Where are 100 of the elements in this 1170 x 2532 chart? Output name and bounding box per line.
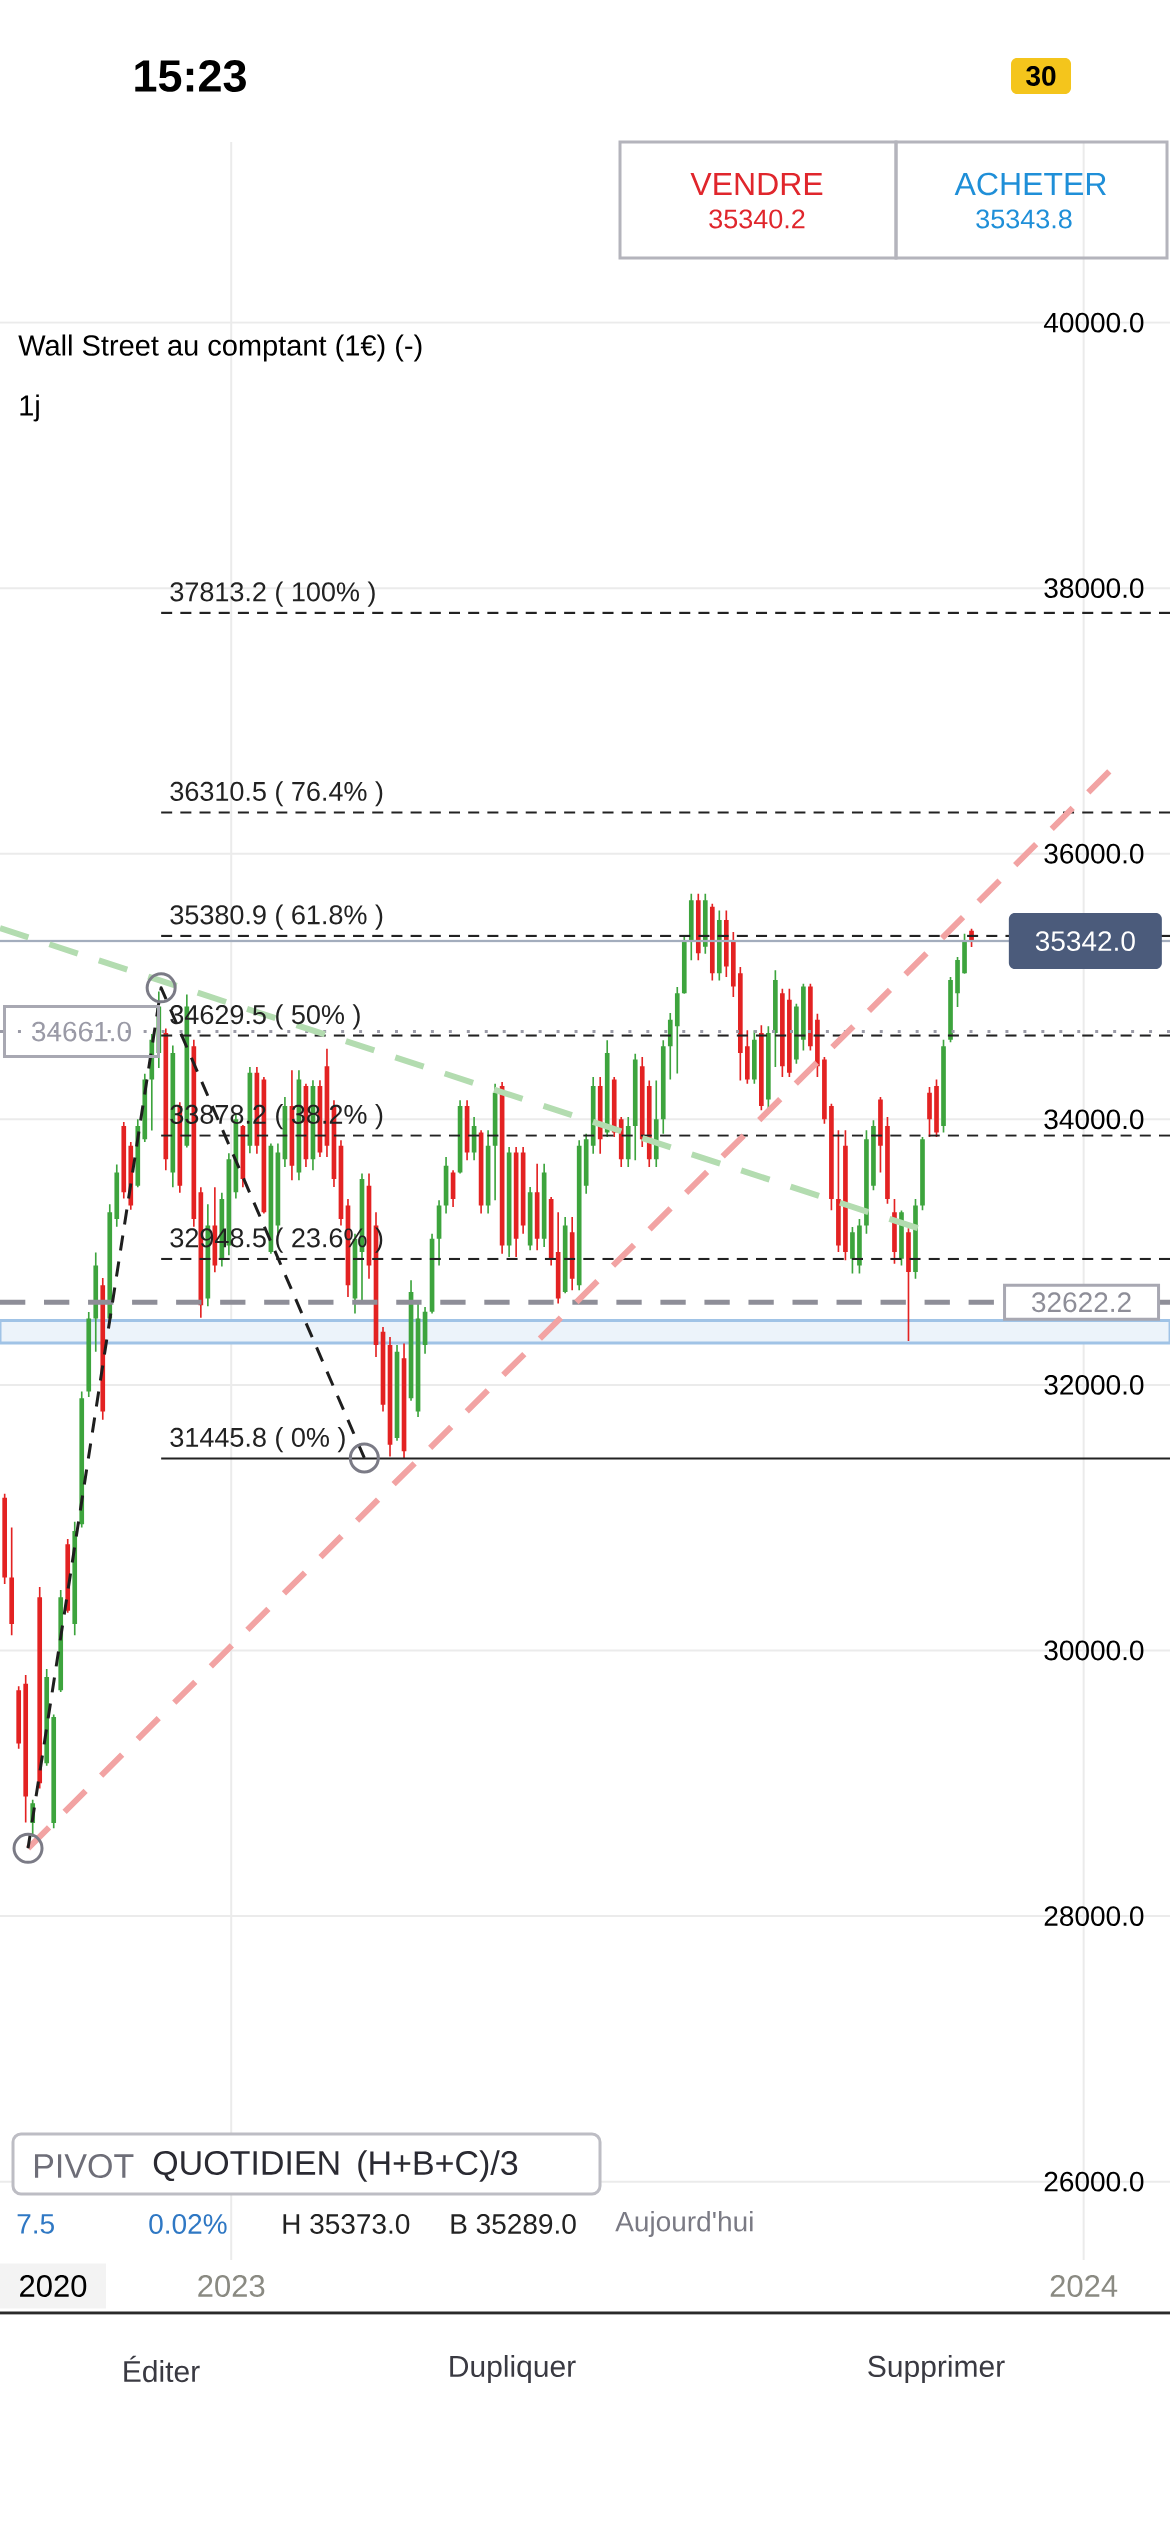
candlestick — [618, 1117, 624, 1167]
annotation: (H+B+C)/3 — [358, 2150, 518, 2182]
candlestick — [114, 1164, 120, 1227]
candlestick — [163, 1028, 169, 1171]
annotation: B 35289.0 — [451, 2214, 576, 2234]
candlestick — [794, 1003, 799, 1064]
y-tick-label: 38000.0 — [1044, 578, 1144, 599]
ref-line-label: 35380.9 ( 61.8% ) — [170, 904, 383, 930]
candlestick — [422, 1306, 428, 1354]
candlestick — [808, 983, 813, 1051]
candlestick — [920, 1136, 925, 1211]
candlestick — [773, 970, 778, 1067]
candlestick — [51, 1714, 57, 1829]
text: Éditer — [124, 2355, 200, 2383]
annotation: ACHETER — [954, 172, 1106, 196]
candlestick — [815, 1013, 820, 1077]
candlestick — [850, 1227, 855, 1274]
candlestick — [450, 1170, 456, 1207]
text: 2020 — [20, 2275, 87, 2297]
annotation: Aujourd'hui — [615, 2210, 753, 2238]
candlestick — [737, 966, 743, 1081]
candlestick — [667, 1013, 673, 1080]
text: Wall Street au comptant (1€) (-) — [18, 334, 422, 362]
candlestick — [646, 1080, 652, 1167]
candlestick — [885, 1117, 890, 1204]
candlestick — [871, 1120, 876, 1191]
candlestick — [688, 893, 694, 961]
text: 1j — [20, 394, 39, 422]
ref-line-label: 32622.2 — [1032, 1292, 1131, 1313]
candlestick — [745, 1030, 750, 1084]
annotation: H 35373.0 — [283, 2214, 410, 2234]
candlestick — [93, 1252, 99, 1352]
candlestick — [625, 1117, 631, 1167]
candlestick — [752, 1030, 757, 1084]
candlestick — [702, 893, 708, 954]
candlestick — [695, 893, 701, 961]
candlestick — [590, 1077, 596, 1154]
candlestick — [2, 1493, 8, 1585]
candlestick — [709, 903, 715, 981]
text: Dupliquer — [450, 2355, 576, 2383]
text: 30 — [1026, 66, 1056, 86]
ref-line-label: 34661.0 — [31, 1021, 131, 1042]
y-tick-label: 40000.0 — [1043, 312, 1144, 333]
ref-line-label: 37813.2 ( 100% ) — [170, 581, 375, 607]
candlestick — [787, 988, 792, 1077]
candlestick — [660, 1040, 666, 1134]
candlestick — [562, 1217, 568, 1294]
candlestick — [843, 1130, 848, 1261]
annotation: QUOTIDIEN — [153, 2150, 339, 2182]
y-tick-label: 34000.0 — [1044, 1109, 1144, 1130]
candlestick — [864, 1130, 869, 1234]
candlestick — [576, 1140, 582, 1291]
candlestick — [780, 988, 785, 1077]
annotation: VENDRE — [690, 172, 823, 195]
candlestick — [632, 1053, 638, 1161]
candlestick — [801, 983, 806, 1051]
candlestick — [23, 1674, 29, 1823]
candlestick — [604, 1040, 610, 1137]
y-tick-label: 28000.0 — [1044, 1906, 1144, 1926]
candlestick — [759, 1025, 764, 1111]
text: Supprimer — [868, 2355, 1005, 2383]
ref-line-label: 35342.0 — [1035, 931, 1135, 952]
candlestick — [730, 932, 736, 998]
ref-line-label: 36310.5 ( 76.4% ) — [170, 781, 383, 807]
candlestick — [829, 1103, 834, 1211]
candlestick — [121, 1121, 127, 1199]
candlestick — [16, 1686, 22, 1749]
candlestick — [822, 1057, 827, 1124]
candlestick — [927, 1087, 932, 1137]
annotation: 35343.8 — [976, 209, 1072, 229]
candlestick — [534, 1163, 540, 1251]
ref-line-label: 31445.8 ( 0% ) — [170, 1427, 345, 1453]
candlestick — [674, 987, 680, 1074]
candlestick — [86, 1311, 92, 1398]
candlestick — [857, 1218, 862, 1274]
candlestick — [569, 1217, 575, 1291]
candlestick — [681, 935, 687, 994]
candlestick — [79, 1391, 85, 1528]
candlestick — [723, 910, 729, 978]
text: 15:23 — [135, 60, 246, 92]
candlestick — [962, 933, 967, 974]
y-tick-label: 36000.0 — [1044, 843, 1144, 864]
y-tick-label: 26000.0 — [1044, 2171, 1144, 2192]
candlestick — [878, 1097, 883, 1173]
annotation: 7.5 — [17, 2214, 54, 2234]
x-tick-label: 2023 — [198, 2275, 265, 2297]
candlestick — [436, 1200, 442, 1266]
annotation: 0.02% — [149, 2214, 227, 2234]
candlestick — [639, 1057, 645, 1148]
y-tick-label: 30000.0 — [1044, 1640, 1144, 1661]
candlestick — [443, 1156, 449, 1214]
candlestick — [941, 1039, 946, 1133]
candlestick — [555, 1212, 561, 1304]
candlestick — [9, 1527, 15, 1636]
y-tick-label: 32000.0 — [1044, 1374, 1144, 1395]
annotation: 35340.2 — [709, 209, 805, 229]
candlestick — [948, 977, 953, 1043]
x-tick-label: 2024 — [1050, 2275, 1118, 2297]
candlestick — [934, 1079, 939, 1137]
candlestick — [955, 957, 960, 1007]
